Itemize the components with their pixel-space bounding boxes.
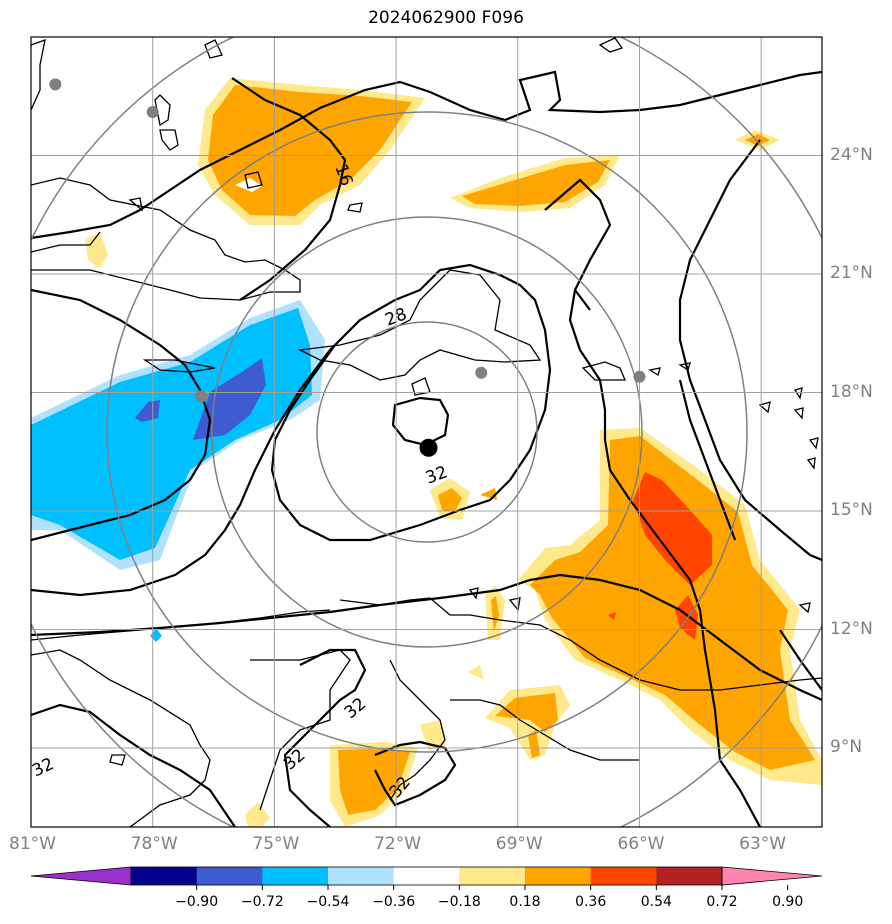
latitude-tick-label: 9°N xyxy=(830,737,863,757)
colorbar-segment xyxy=(328,867,395,885)
latitude-tick-label: 21°N xyxy=(830,263,873,283)
colorbar-segment xyxy=(459,867,526,885)
contour-label: 32 xyxy=(280,745,309,774)
colorbar-tick-label: −0.36 xyxy=(372,894,416,910)
station-marker xyxy=(633,370,646,383)
latitude-tick-label: 12°N xyxy=(830,618,873,639)
longitude-tick-label: 81°W xyxy=(9,834,56,854)
contour-lines xyxy=(31,70,822,827)
colorbar-tick-label: −0.72 xyxy=(240,894,284,910)
station-markers xyxy=(49,78,646,403)
colorbar xyxy=(30,866,823,890)
station-marker xyxy=(146,106,159,119)
longitude-tick-label: 63°W xyxy=(739,834,787,854)
shaded-field-negative xyxy=(31,300,325,642)
colorbar-segment xyxy=(262,867,329,885)
colorbar-tick-label: 0.18 xyxy=(509,894,541,910)
longitude-tick-label: 78°W xyxy=(130,834,178,854)
colorbar-tick-label: −0.54 xyxy=(306,894,350,910)
latitude-tick-label: 15°N xyxy=(830,500,873,520)
longitude-tick-label: 69°W xyxy=(495,834,543,854)
latitude-tick-label: 18°N xyxy=(830,381,873,402)
colorbar-segment xyxy=(525,867,592,885)
station-marker xyxy=(475,366,488,379)
map-frame xyxy=(30,36,823,828)
colorbar-tick-label: −0.18 xyxy=(437,894,481,910)
colorbar-extend-low xyxy=(30,866,132,886)
colorbar-segment xyxy=(393,867,460,885)
colorbar-tick-label: 0.90 xyxy=(772,894,804,910)
colorbar-segment xyxy=(196,867,263,885)
latitude-tick-label: 24°N xyxy=(830,144,873,165)
colorbar-outline xyxy=(130,866,723,886)
contour-label: 32 xyxy=(29,754,57,781)
longitude-tick-label: 72°W xyxy=(374,834,422,854)
graticule xyxy=(31,37,822,827)
longitude-tick-label: 66°W xyxy=(617,834,665,854)
longitude-tick-label: 75°W xyxy=(252,834,300,854)
colorbar-tick-label: 0.72 xyxy=(706,894,738,910)
colorbar-extend-high xyxy=(721,866,823,886)
colorbar-tick-label: −0.90 xyxy=(175,894,219,910)
contour-label: 32 xyxy=(341,694,370,723)
storm-center-marker xyxy=(419,438,438,457)
colorbar-tick-label: 0.36 xyxy=(575,894,607,910)
colorbar-tick-label: 0.54 xyxy=(640,894,672,910)
map-title: 2024062900 F096 xyxy=(368,8,524,28)
coastlines xyxy=(31,37,822,827)
station-marker xyxy=(195,390,208,403)
colorbar-segment xyxy=(590,867,657,885)
colorbar-segment xyxy=(656,867,723,885)
station-marker xyxy=(49,78,62,91)
colorbar-segment xyxy=(131,867,198,885)
range-rings xyxy=(31,37,822,827)
